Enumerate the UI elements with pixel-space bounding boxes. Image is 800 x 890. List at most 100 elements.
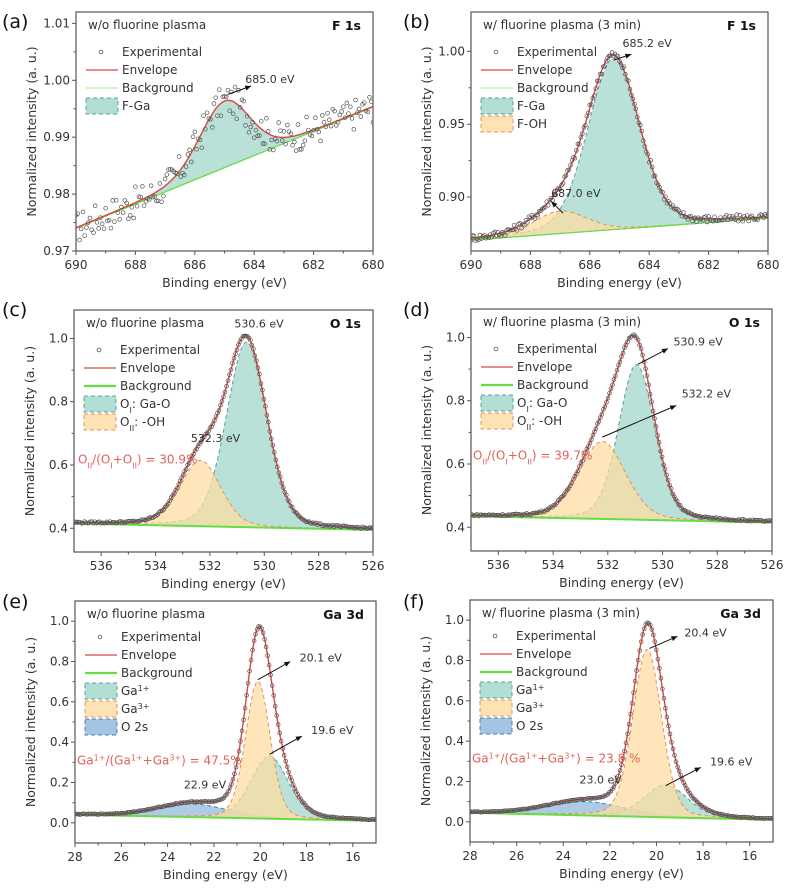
- y-tick-label: 0.98: [43, 187, 70, 201]
- data-point: [91, 230, 96, 235]
- data-point: [211, 101, 217, 106]
- peak-label: 685.2 eV: [622, 37, 672, 50]
- legend-item: Envelope: [481, 63, 572, 77]
- x-tick-label: 528: [706, 558, 729, 572]
- data-point: [281, 753, 287, 758]
- x-tick-label: 26: [509, 849, 524, 863]
- data-point: [255, 365, 261, 371]
- y-tick-label: 0.8: [50, 655, 69, 669]
- data-point: [764, 816, 770, 821]
- experimental-points: [470, 620, 773, 821]
- data-point: [519, 226, 524, 231]
- data-point: [495, 512, 501, 518]
- data-point: [201, 113, 206, 118]
- data-point: [181, 800, 186, 805]
- legend-item: Background: [86, 81, 194, 95]
- data-point: [685, 510, 690, 515]
- data-point: [250, 647, 255, 653]
- data-point: [272, 703, 278, 709]
- x-tick-label: 682: [697, 258, 720, 272]
- data-point: [585, 796, 591, 801]
- condition-label: w/ fluorine plasma (3 min): [483, 18, 641, 32]
- annotation-arrow: [665, 766, 701, 786]
- data-point: [127, 518, 132, 524]
- data-point: [604, 400, 609, 405]
- panel-letter: (e): [2, 591, 29, 613]
- data-point: [578, 134, 584, 140]
- x-tick-label: 680: [362, 258, 385, 272]
- legend-item: Ga1+​: [84, 682, 149, 700]
- data-point: [97, 519, 102, 525]
- data-point: [101, 226, 107, 231]
- data-point: [247, 668, 252, 674]
- legend-label: OII​: -OH: [120, 415, 165, 433]
- data-point: [274, 138, 280, 144]
- data-point: [339, 109, 344, 114]
- data-point: [92, 519, 98, 524]
- data-point: [349, 116, 355, 121]
- legend-marker-component: [479, 681, 513, 699]
- data-point: [754, 518, 760, 523]
- data-point: [640, 632, 645, 637]
- data-point: [306, 127, 311, 133]
- data-point: [278, 128, 283, 133]
- legend-item: Envelope: [84, 361, 175, 375]
- data-point: [304, 114, 309, 120]
- legend-label: Envelope: [516, 647, 571, 661]
- panel-letter: (f): [403, 591, 425, 613]
- data-point: [546, 802, 552, 808]
- data-point: [534, 804, 539, 810]
- data-point: [343, 815, 349, 821]
- data-point: [75, 811, 78, 817]
- legend-label: OI​: Ga-O: [120, 397, 170, 415]
- legend-item: OII​: -OH: [83, 413, 165, 433]
- ratio-label: OII​/(OI​+OII​) = 30.9%: [78, 452, 197, 470]
- data-point: [286, 770, 291, 775]
- data-point: [657, 185, 662, 190]
- data-point: [579, 796, 585, 802]
- data-point: [316, 521, 322, 526]
- data-point: [666, 723, 671, 729]
- data-point: [520, 806, 526, 812]
- data-point: [194, 146, 199, 152]
- x-axis-title: Binding energy (eV): [161, 576, 286, 591]
- data-point: [641, 138, 646, 144]
- data-point: [339, 815, 344, 821]
- x-tick-label: 684: [243, 258, 266, 272]
- data-point: [108, 225, 114, 231]
- legend-item: Envelope: [85, 648, 176, 662]
- data-point: [248, 657, 254, 663]
- data-point: [295, 122, 301, 127]
- data-point: [349, 525, 355, 530]
- data-point: [737, 212, 743, 218]
- data-point: [325, 814, 331, 819]
- data-point: [260, 141, 266, 146]
- data-point: [151, 805, 156, 811]
- data-point: [705, 515, 710, 520]
- panel-d: 536 534 532 530 528 526 0.4 0.6 0.8 1.0 Binding en…: [403, 299, 783, 590]
- data-point: [537, 804, 542, 809]
- x-tick-label: 686: [578, 258, 601, 272]
- data-point: [532, 216, 538, 221]
- data-point: [744, 815, 750, 820]
- data-point: [568, 162, 573, 168]
- arrow-head: [661, 348, 668, 354]
- data-point: [101, 811, 106, 817]
- data-point: [234, 347, 240, 353]
- y-tick-label: 1.01: [43, 16, 70, 30]
- data-point: [281, 129, 287, 134]
- data-point: [325, 110, 330, 116]
- x-tick-label: 682: [302, 258, 325, 272]
- data-point: [300, 799, 305, 804]
- data-point: [95, 812, 100, 817]
- data-point: [319, 523, 325, 528]
- data-point: [622, 748, 627, 754]
- data-point: [501, 808, 506, 814]
- x-tick-label: 22: [602, 849, 617, 863]
- data-point: [76, 211, 80, 216]
- data-point: [327, 814, 332, 820]
- plot-area: [471, 50, 768, 244]
- data-point: [353, 97, 358, 103]
- data-point: [141, 203, 147, 208]
- data-point: [84, 225, 89, 230]
